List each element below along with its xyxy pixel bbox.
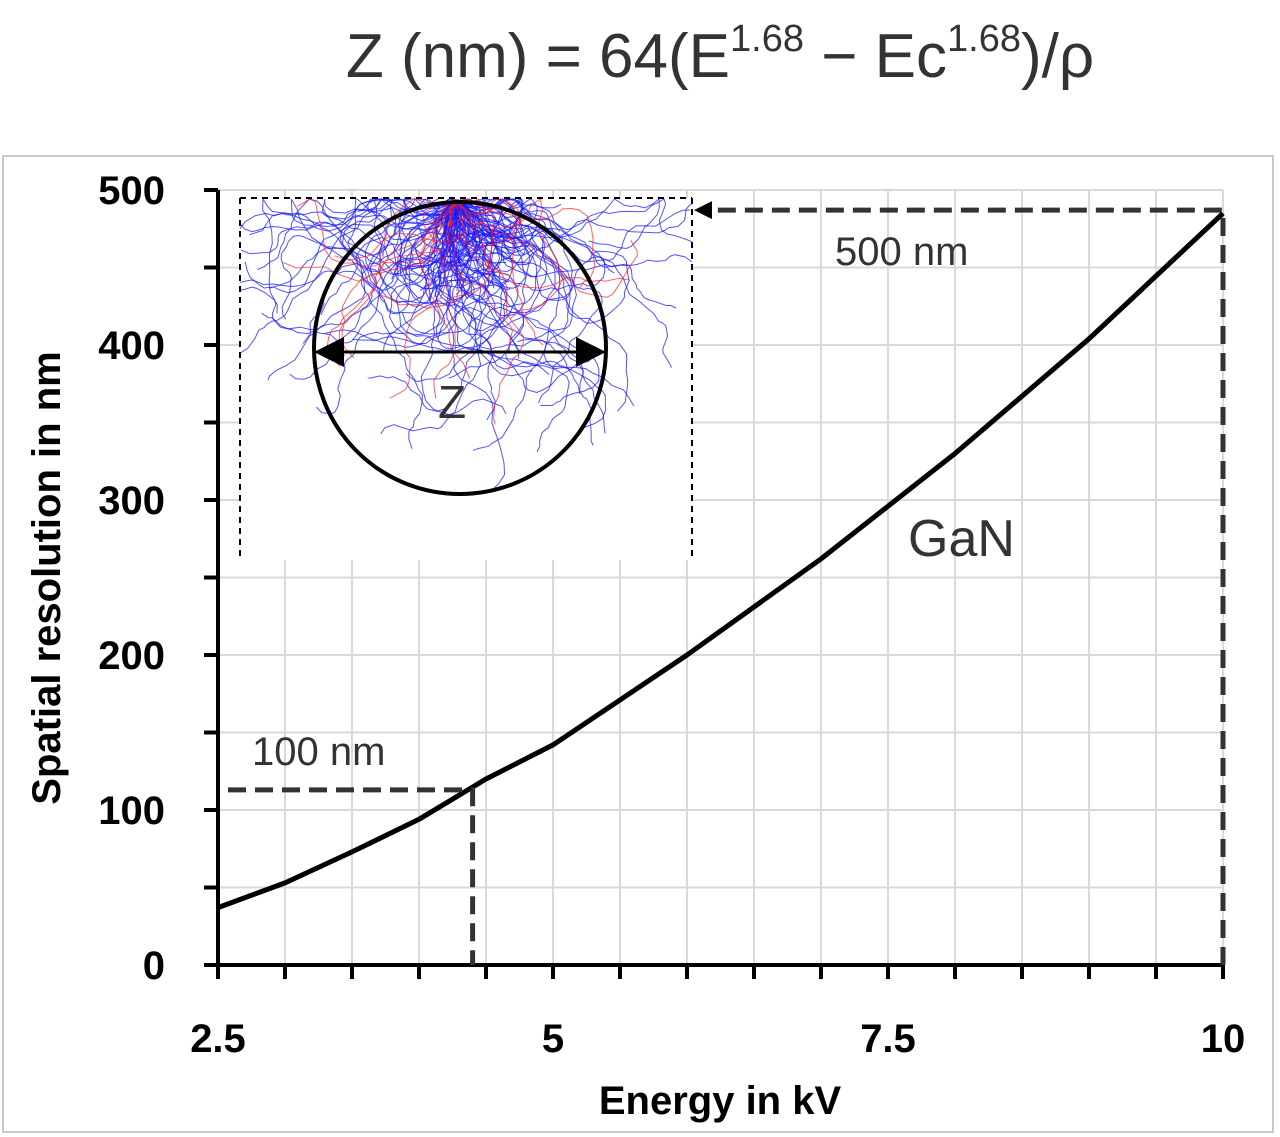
electron-trajectory bbox=[460, 198, 523, 234]
electron-trajectory bbox=[446, 199, 525, 255]
electron-trajectory bbox=[338, 198, 456, 357]
formula-suffix: )/ρ bbox=[1020, 22, 1095, 91]
inset-clip-group bbox=[240, 198, 692, 560]
electron-trajectory bbox=[428, 198, 518, 248]
x-tick-label: 7.5 bbox=[860, 1017, 916, 1061]
formula-title: Z (nm) = 64(E1.68 − Ec1.68)/ρ bbox=[0, 18, 1280, 92]
y-tick-label: 100 bbox=[98, 789, 165, 833]
electron-trajectory bbox=[401, 199, 615, 274]
electron-trajectory bbox=[424, 199, 465, 301]
electron-trajectory bbox=[454, 199, 573, 332]
formula-middle: − Ec bbox=[803, 22, 947, 91]
electron-trajectory bbox=[290, 198, 461, 292]
electron-trajectory bbox=[455, 199, 535, 266]
text-layer: 100 nm 500 nm GaN Z bbox=[252, 230, 1015, 774]
formula-prefix: Z (nm) = 64(E bbox=[345, 22, 731, 91]
electron-trajectory bbox=[297, 198, 461, 267]
x-axis-title: Energy in kV bbox=[599, 1079, 842, 1123]
electron-trajectory bbox=[280, 199, 461, 320]
y-axis-title: Spatial resolution in nm bbox=[25, 351, 69, 804]
electron-trajectory bbox=[455, 198, 563, 320]
inset-dashed-border bbox=[239, 197, 693, 560]
guide-500nm bbox=[708, 207, 1226, 965]
electron-trajectory bbox=[267, 199, 477, 381]
electron-trajectory bbox=[240, 198, 460, 355]
annotation-500nm: 500 nm bbox=[835, 230, 968, 274]
diameter-label-z: Z bbox=[438, 376, 466, 428]
electron-trajectory bbox=[459, 199, 495, 290]
formula-exponent-1: 1.68 bbox=[730, 18, 804, 60]
guide-layer bbox=[228, 201, 1226, 965]
electron-trajectory bbox=[240, 198, 456, 233]
electron-trajectory bbox=[388, 199, 520, 359]
electron-trajectory bbox=[454, 199, 524, 425]
x-tick-label: 10 bbox=[1201, 1017, 1246, 1061]
guide-500nm-arrowhead bbox=[694, 201, 712, 220]
annotation-100nm: 100 nm bbox=[252, 730, 385, 774]
electron-trajectory bbox=[244, 199, 456, 294]
electron-trajectory bbox=[240, 199, 463, 314]
electron-trajectory bbox=[334, 198, 485, 262]
electron-trajectory bbox=[360, 199, 461, 449]
electron-trajectory bbox=[456, 199, 561, 451]
x-tick-label: 5 bbox=[542, 1017, 564, 1061]
electron-trajectory bbox=[457, 199, 596, 289]
inset-trajectory-plot bbox=[239, 197, 693, 560]
electron-trajectory bbox=[450, 199, 508, 302]
y-tick-label: 500 bbox=[98, 169, 165, 213]
electron-trajectory bbox=[249, 198, 461, 291]
series-label-gan: GaN bbox=[908, 510, 1015, 568]
electron-trajectory bbox=[432, 199, 461, 315]
electron-trajectory bbox=[382, 199, 461, 257]
electron-trajectory bbox=[410, 199, 461, 272]
guide-100nm bbox=[228, 787, 476, 965]
y-tick-label: 0 bbox=[143, 944, 165, 988]
electron-trajectory bbox=[458, 199, 510, 283]
x-tick-label: 2.5 bbox=[190, 1017, 246, 1061]
formula-exponent-2: 1.68 bbox=[947, 18, 1021, 60]
electron-trajectory bbox=[240, 199, 459, 344]
electron-trajectory bbox=[422, 199, 513, 354]
y-tick-label: 300 bbox=[98, 479, 165, 523]
electron-trajectory bbox=[321, 198, 457, 231]
electron-trajectory bbox=[460, 199, 692, 240]
electron-trajectory bbox=[282, 199, 458, 282]
y-tick-label: 200 bbox=[98, 634, 165, 678]
series-layer bbox=[217, 211, 1225, 910]
electron-trajectory bbox=[455, 199, 544, 346]
electron-trajectory bbox=[459, 199, 571, 453]
axes-layer: 0 100 200 300 400 500 2.5 5 7.5 10 Energy in kV Spa… bbox=[25, 169, 1245, 1123]
electron-trajectory bbox=[445, 199, 495, 289]
y-tick-label: 400 bbox=[98, 324, 165, 368]
electron-trajectory bbox=[389, 199, 456, 399]
